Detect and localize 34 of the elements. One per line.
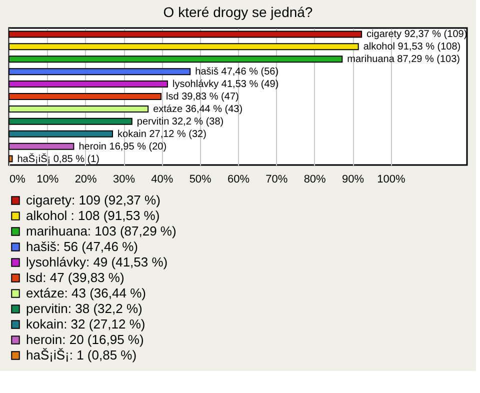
data-label: extáze 36,44 % (43) (153, 104, 243, 115)
data-label: lsd 39,83 % (47) (166, 92, 239, 102)
data-label: hašiš 47,46 % (56) (195, 66, 279, 78)
data-label: alkohol 91,53 % (108) (363, 42, 461, 53)
x-tick-label: 30% (112, 174, 136, 186)
legend-label: extáze: 43 (36,44 %) (26, 286, 146, 300)
x-tick-label: 50% (189, 174, 212, 186)
legend-label: marihuana: 103 (87,29 %) (26, 224, 176, 238)
legend-label: lsd: 47 (39,83 %) (26, 270, 124, 285)
x-tick-label: 40% (151, 174, 174, 186)
legend-label: pervitin: 38 (32,2 %) (26, 301, 142, 316)
x-tick-label: 60% (227, 174, 250, 186)
legend-label: kokain: 32 (27,12 %) (26, 316, 146, 332)
data-label: marihuana 87,29 % (103) (347, 54, 460, 66)
legend-label: heroin: 20 (16,95 %) (26, 332, 144, 347)
legend-label: cigarety: 109 (92,37 %) (26, 192, 160, 208)
x-tick-label: 70% (266, 174, 288, 186)
data-label: cigarety 92,37 % (109) (366, 29, 468, 40)
data-label: pervitin 32,2 % (38) (136, 116, 224, 128)
data-label: haŠ¡iŠ¡ 0,85 % (1) (17, 152, 100, 165)
x-tick-label: 90% (342, 174, 364, 186)
legend-label: alkohol : 108 (91,53 %) (26, 208, 160, 223)
x-tick-label: 10% (36, 174, 59, 186)
x-tick-label: 80% (304, 174, 326, 186)
x-tick-label: 100% (377, 174, 406, 186)
legend-label: hašiš: 56 (47,46 %) (26, 239, 138, 254)
chart-title: O které drogy se jedná? (163, 4, 313, 20)
legend-label: haŠ¡iŠ¡: 1 (0,85 %) (26, 348, 137, 362)
x-tick-label: 20% (74, 174, 98, 186)
x-tick-label: 0% (10, 174, 26, 186)
data-label: lysohlávky 41,53 % (49) (172, 79, 279, 90)
legend-label: lysohlávky: 49 (41,53 %) (26, 254, 168, 270)
data-label: heroin 16,95 % (20) (78, 141, 167, 152)
data-label: kokain 27,12 % (32) (118, 128, 206, 140)
